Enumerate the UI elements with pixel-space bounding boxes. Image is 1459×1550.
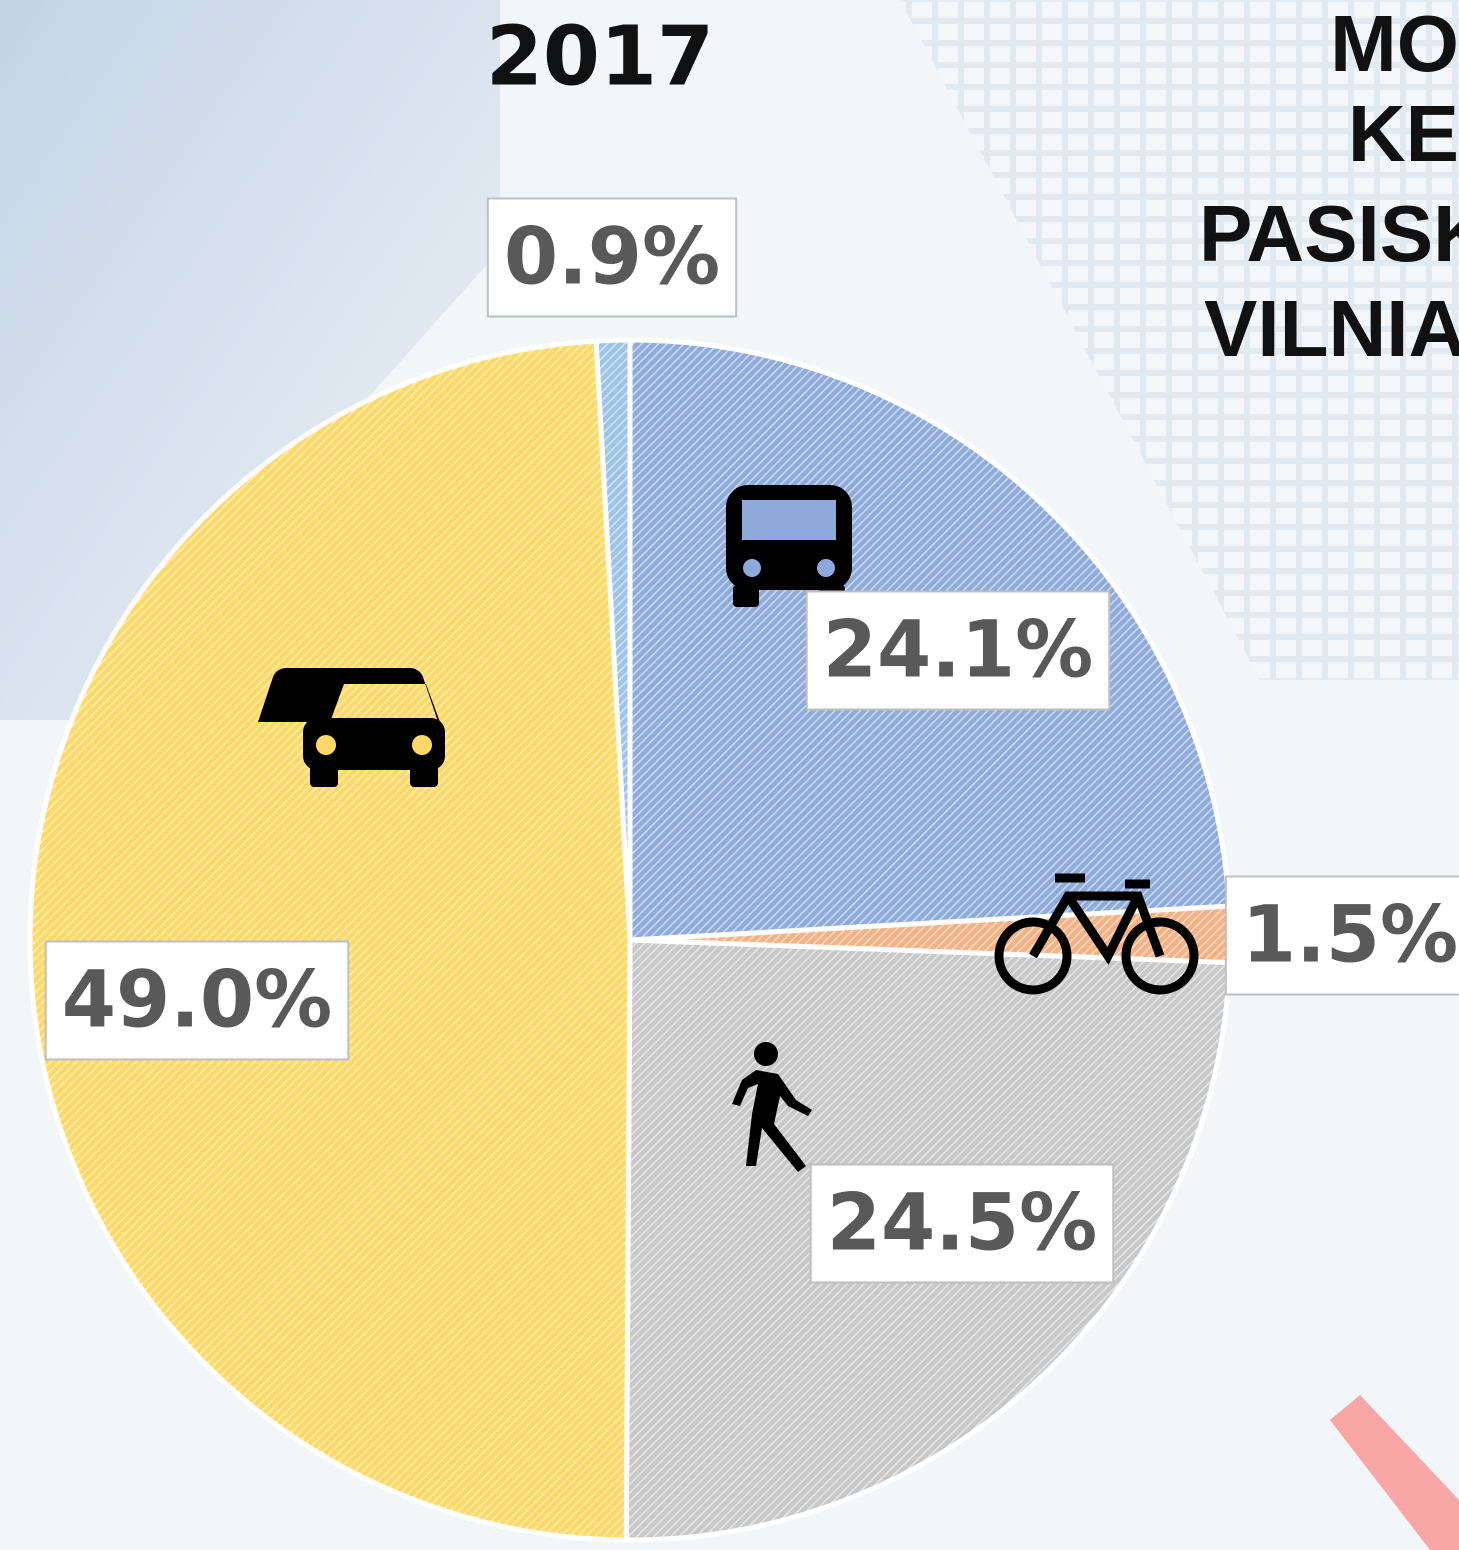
watermark: [1330, 1395, 1459, 1550]
walker-icon: [732, 1042, 812, 1172]
bus-icon: [726, 485, 852, 607]
label-box: [44, 940, 350, 1061]
data-label: 1.5%: [1242, 890, 1458, 980]
car-icon: [258, 668, 445, 787]
side-text: KE: [1348, 89, 1459, 178]
label-box: [486, 197, 738, 318]
data-label: 24.5%: [827, 1178, 1098, 1268]
icons: [258, 485, 1199, 1172]
label-box: [1224, 875, 1459, 996]
pie-slice: [593, 337, 633, 941]
data-label: 49.0%: [62, 955, 333, 1045]
bike-icon: [994, 873, 1199, 995]
building-left: [0, 0, 500, 720]
chart-title: 2017: [486, 9, 714, 104]
label-box: [809, 1163, 1115, 1284]
data-label: 24.1%: [823, 605, 1094, 695]
data-label: 0.9%: [504, 212, 720, 302]
pie-slice: [27, 338, 633, 1543]
building-right: [900, 0, 1459, 680]
label-box: [805, 590, 1111, 711]
side-text: VILNIA: [1204, 284, 1459, 373]
side-text: PASISK: [1199, 189, 1459, 278]
side-text: MO: [1330, 0, 1459, 88]
